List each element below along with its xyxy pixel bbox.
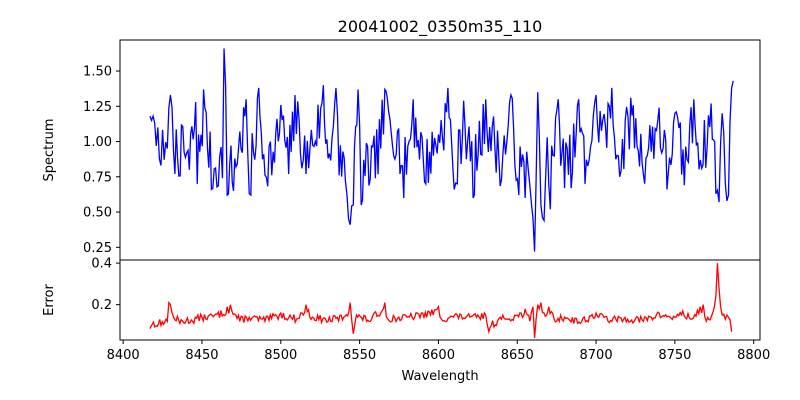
error-y-tick-label: 0.4 bbox=[91, 257, 112, 272]
spectrum-y-tick-label: 0.75 bbox=[83, 170, 112, 185]
error-plot-frame bbox=[119, 259, 761, 341]
error-series bbox=[149, 263, 733, 338]
spectrum-y-tick-label: 1.25 bbox=[83, 100, 112, 115]
chart-title: 20041002_0350m35_110 bbox=[338, 17, 543, 37]
x-tick-label: 8650 bbox=[501, 348, 534, 363]
x-axis-label: Wavelength bbox=[401, 369, 478, 384]
spectrum-y-tick-label: 0.50 bbox=[83, 206, 112, 221]
x-tick-label: 8800 bbox=[737, 348, 770, 363]
spectrum-series-line bbox=[149, 48, 734, 252]
error-panel: 0.20.4 8400 8450 8500 8550 8600 8650 8700 8750 8… bbox=[42, 257, 770, 384]
spectrum-y-tick-label: 0.25 bbox=[83, 241, 112, 256]
error-y-tick-label: 0.2 bbox=[91, 298, 112, 313]
x-tick-label: 8550 bbox=[343, 348, 376, 363]
x-tick-label: 8400 bbox=[107, 348, 140, 363]
spectrum-y-tick-label: 1.00 bbox=[83, 135, 112, 150]
error-y-axis: 0.2 0.4 bbox=[91, 257, 120, 313]
x-tick-label: 8500 bbox=[264, 348, 297, 363]
error-y-axis-label: Error bbox=[42, 284, 57, 316]
error-series-line bbox=[149, 263, 733, 338]
x-tick-label: 8600 bbox=[422, 348, 455, 363]
x-tick-label: 8450 bbox=[185, 348, 218, 363]
spectrum-series bbox=[149, 48, 734, 252]
spectrum-y-tick-label: 1.50 bbox=[83, 65, 112, 80]
spectrum-y-axis-label: Spectrum bbox=[42, 119, 57, 182]
error-x-axis: 8400 8450 8500 8550 8600 8650 8700 8750 8800 bbox=[107, 340, 770, 363]
spectrum-y-axis: 0.25 0.50 0.75 1.00 1.25 1.50 bbox=[83, 65, 120, 256]
x-tick-label: 8750 bbox=[658, 348, 691, 363]
x-tick-label: 8700 bbox=[580, 348, 613, 363]
